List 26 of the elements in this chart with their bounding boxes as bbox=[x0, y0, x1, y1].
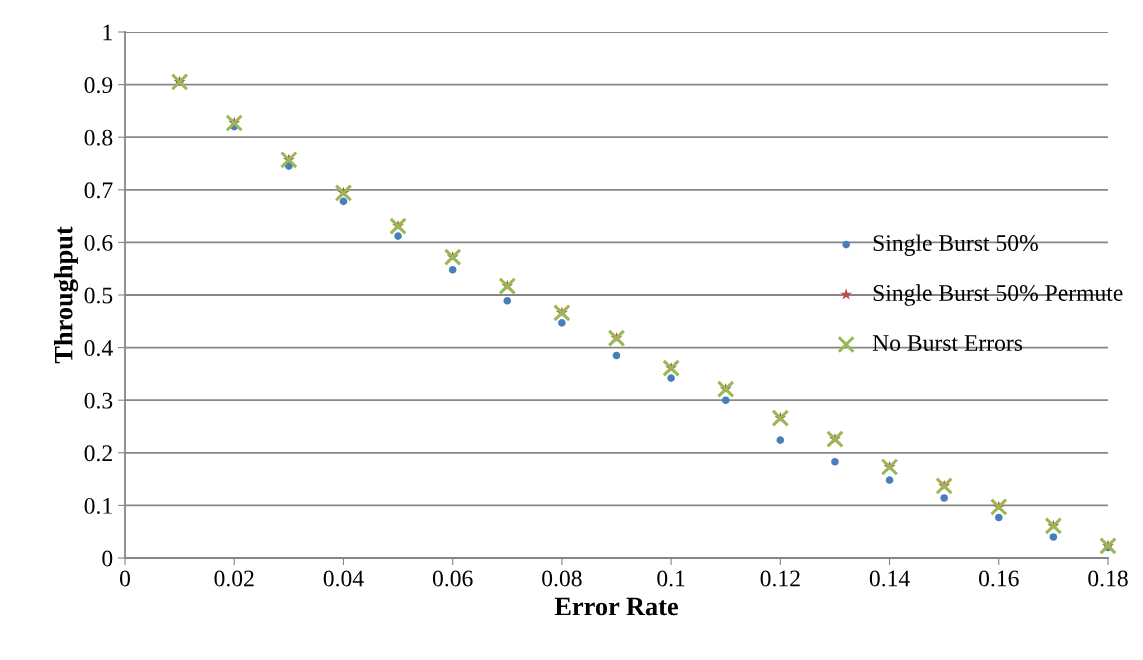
x-tick-label: 0.08 bbox=[542, 570, 582, 587]
y-tick-label: 0.7 bbox=[84, 182, 113, 199]
y-tick-label: 0.3 bbox=[84, 392, 113, 409]
x-tick-label: 0.02 bbox=[214, 570, 254, 587]
x-tick-label: 0.1 bbox=[657, 570, 685, 587]
y-tick-label: 0 bbox=[102, 550, 113, 567]
legend-label: Single Burst 50% bbox=[873, 234, 1038, 256]
x-tick-label: 0 bbox=[120, 570, 130, 587]
y-tick-label: 1 bbox=[103, 24, 112, 41]
legend-label: Single Burst 50% Permute bbox=[873, 284, 1123, 306]
y-tick-label: 0.2 bbox=[84, 445, 112, 462]
y-tick-label: 0.5 bbox=[84, 287, 113, 304]
y-tick-label: 0.6 bbox=[84, 234, 113, 251]
x-tick-label: 0.18 bbox=[1088, 570, 1128, 587]
x-tick-label: 0.16 bbox=[979, 570, 1019, 587]
legend-label: No Burst Errors bbox=[872, 335, 1023, 351]
x-tick-label: 0.06 bbox=[432, 570, 473, 587]
y-tick-label: 0.4 bbox=[84, 340, 113, 357]
y-tick-label: 0.1 bbox=[84, 497, 112, 514]
y-tick-label: 0.8 bbox=[84, 129, 113, 146]
y-axis-title: Throughput bbox=[53, 226, 79, 364]
y-tick-label: 0.9 bbox=[84, 77, 113, 94]
x-axis-title: Error Rate bbox=[554, 597, 678, 616]
x-tick-label: 0.12 bbox=[760, 570, 800, 587]
x-tick-label: 0.04 bbox=[323, 570, 364, 587]
x-tick-label: 0.14 bbox=[869, 570, 910, 587]
